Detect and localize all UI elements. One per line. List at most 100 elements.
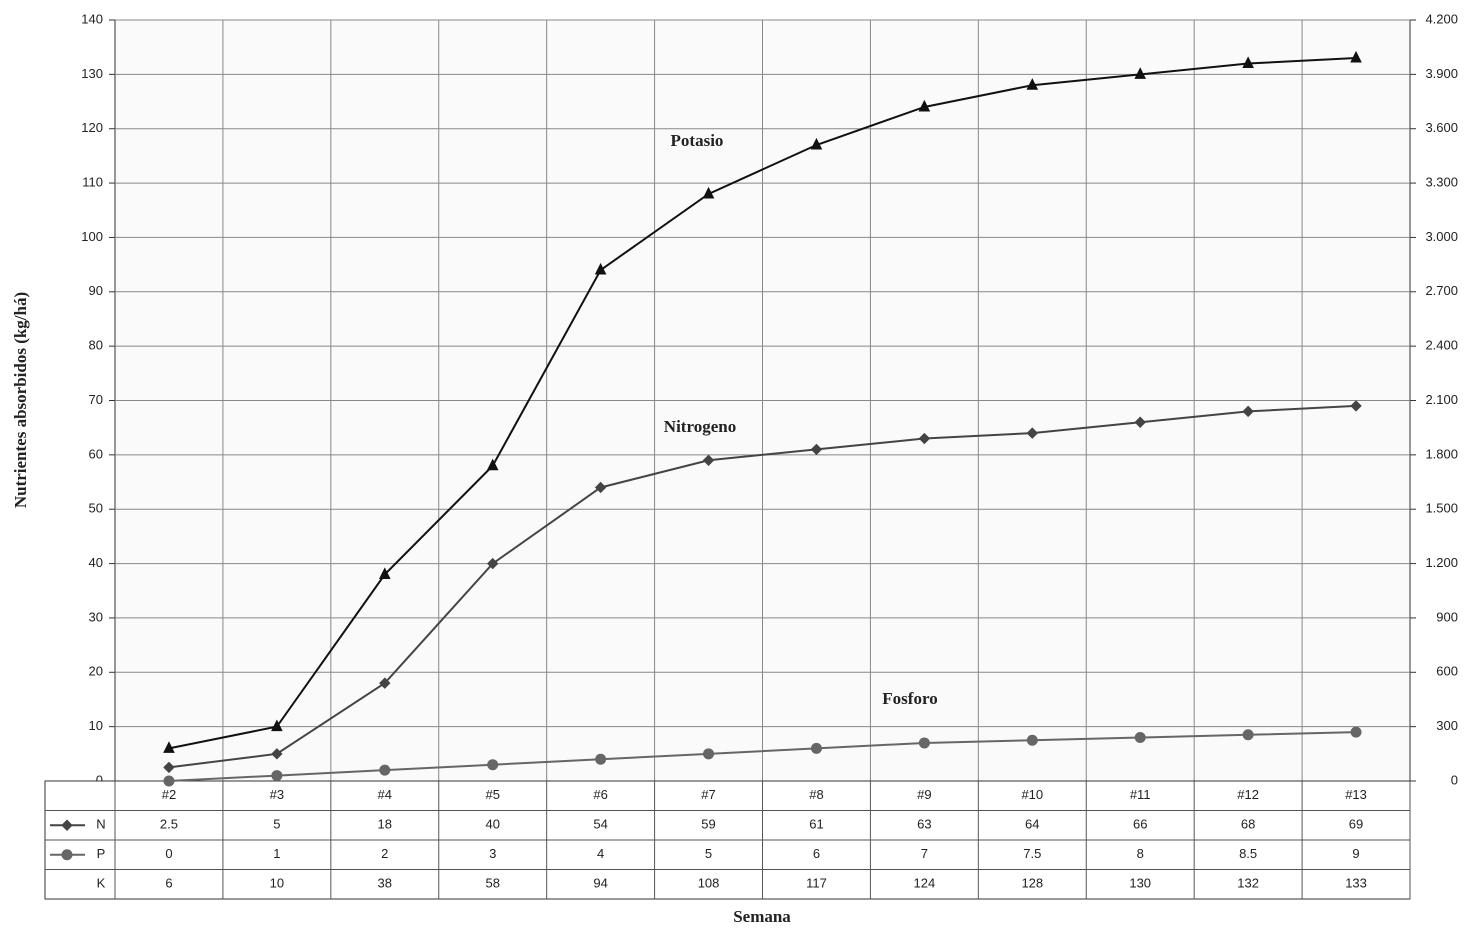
point: [487, 759, 499, 771]
table-value: 130: [1129, 876, 1151, 891]
table-value: 40: [485, 817, 499, 832]
point: [810, 443, 823, 456]
y2-tick-label: 1.800: [1425, 446, 1458, 461]
point: [271, 770, 283, 782]
table-value: 18: [378, 817, 392, 832]
point: [378, 567, 391, 579]
table-value: 7.5: [1023, 846, 1041, 861]
y-tick-label: 120: [81, 120, 103, 135]
x-tick-label: #2: [162, 787, 176, 802]
point: [1242, 729, 1254, 741]
legend-label: N: [96, 817, 105, 832]
table-value: 64: [1025, 817, 1039, 832]
y2-tick-label: 600: [1436, 664, 1458, 679]
table-value: 6: [813, 846, 820, 861]
series-line: [168, 57, 1357, 750]
y-tick-label: 60: [89, 446, 103, 461]
point: [1242, 405, 1254, 418]
y-tick-label: 100: [81, 229, 103, 244]
y-tick-label: 50: [89, 501, 103, 516]
point: [594, 481, 607, 494]
table-value: 0: [165, 846, 172, 861]
y2-tick-label: 1.500: [1425, 501, 1458, 516]
point: [1134, 732, 1146, 744]
table-value: 59: [701, 817, 715, 832]
table-value: 7: [921, 846, 928, 861]
table-value: 5: [705, 846, 712, 861]
table-value: 117: [806, 876, 827, 891]
table-value: 38: [378, 876, 392, 891]
series-line: [168, 731, 1357, 782]
point: [487, 557, 499, 570]
point: [595, 753, 607, 765]
table-value: 4: [597, 846, 604, 861]
point: [379, 677, 391, 689]
point: [1350, 726, 1362, 738]
x-tick-label: #3: [270, 787, 284, 802]
x-tick-label: #5: [485, 787, 499, 802]
table-value: 124: [914, 876, 936, 891]
table-value: 61: [809, 817, 823, 832]
annotation: Fosforo: [882, 689, 937, 708]
legend-label: K: [97, 876, 106, 891]
y-tick-label: 30: [89, 609, 103, 624]
x-tick-label: #13: [1345, 787, 1367, 802]
y2-tick-label: 2.100: [1425, 392, 1458, 407]
point: [918, 432, 931, 445]
x-tick-label: #10: [1021, 787, 1043, 802]
point: [1242, 56, 1254, 68]
x-tick-label: #12: [1237, 787, 1259, 802]
y2-tick-label: 3.000: [1425, 229, 1458, 244]
point: [1134, 416, 1146, 428]
point: [810, 742, 822, 754]
point: [810, 137, 823, 150]
table-value: 66: [1133, 817, 1147, 832]
series-line: [168, 404, 1357, 769]
point: [163, 775, 175, 787]
table-value: 8.5: [1239, 846, 1257, 861]
point: [1350, 400, 1362, 412]
x-tick-label: #4: [378, 787, 392, 802]
y2-tick-label: 4.200: [1425, 11, 1458, 26]
table-value: 1: [273, 846, 280, 861]
legend-marker: [61, 849, 73, 861]
y-tick-label: 90: [89, 283, 103, 298]
point: [271, 748, 283, 760]
table-value: 10: [270, 876, 284, 891]
table-value: 9: [1352, 846, 1359, 861]
point: [594, 262, 607, 275]
y-tick-label: 40: [89, 555, 103, 570]
point: [1026, 427, 1038, 439]
point: [486, 458, 499, 471]
y2-tick-label: 2.400: [1425, 338, 1458, 353]
x-tick-label: #8: [809, 787, 823, 802]
y-axis-label: Nutrientes absorbidos (kg/há): [11, 292, 30, 508]
y-tick-label: 130: [81, 66, 103, 81]
table-value: 3: [489, 846, 496, 861]
y2-tick-label: 1.200: [1425, 555, 1458, 570]
point: [163, 741, 175, 753]
point: [918, 99, 931, 112]
table-value: 133: [1345, 876, 1367, 891]
point: [379, 764, 391, 776]
y2-tick-label: 2.700: [1425, 283, 1458, 298]
y-tick-label: 110: [82, 175, 103, 190]
table-value: 69: [1349, 817, 1363, 832]
point: [271, 719, 283, 732]
point: [702, 454, 715, 466]
x-axis-label: Semana: [733, 907, 791, 926]
point: [1134, 67, 1147, 79]
y2-tick-label: 300: [1436, 718, 1458, 733]
table-value: 128: [1021, 876, 1043, 891]
table-value: 5: [273, 817, 280, 832]
table-value: 132: [1237, 876, 1259, 891]
table-value: 94: [593, 876, 607, 891]
point: [703, 748, 715, 760]
table-value: 2: [381, 846, 388, 861]
table-value: 54: [593, 817, 607, 832]
y2-tick-label: 3.900: [1425, 66, 1458, 81]
x-tick-label: #11: [1130, 787, 1151, 802]
point: [918, 737, 930, 749]
y2-tick-label: 0: [1451, 772, 1458, 787]
